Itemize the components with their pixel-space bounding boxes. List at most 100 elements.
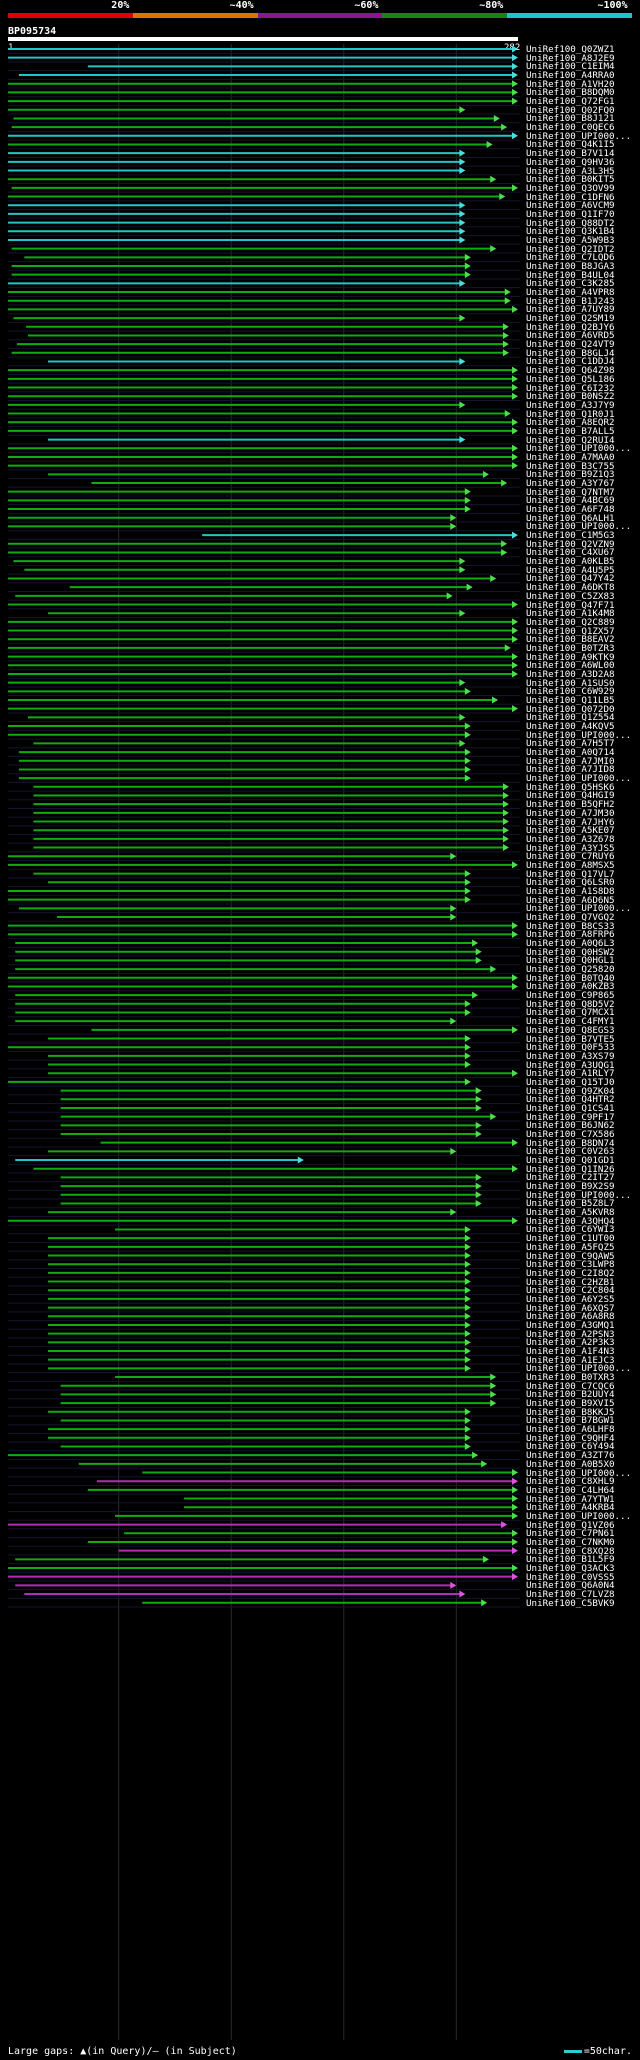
- hit-label[interactable]: UniRef100_UPI000...: [526, 1363, 632, 1375]
- hit-label[interactable]: UniRef100_C0QEC6: [526, 122, 615, 134]
- hit-label[interactable]: UniRef100_C1EIM4: [526, 61, 615, 73]
- hit-label[interactable]: UniRef100_A8MSX5: [526, 859, 615, 871]
- hit-label[interactable]: UniRef100_C1DDJ4: [526, 356, 615, 368]
- hit-label[interactable]: UniRef100_A1SUS0: [526, 677, 615, 689]
- hit-label[interactable]: UniRef100_A1F4N3: [526, 1346, 615, 1357]
- hit-label[interactable]: UniRef100_Q3OV99: [526, 182, 615, 194]
- hit-label[interactable]: UniRef100_A4VPR8: [526, 287, 615, 299]
- hit-label[interactable]: UniRef100_Q47Y42: [526, 573, 615, 585]
- hit-label[interactable]: UniRef100_Q2C889: [526, 616, 615, 628]
- hit-label[interactable]: UniRef100_A3QHQ4: [526, 1215, 615, 1227]
- hit-label[interactable]: UniRef100_UPI000...: [526, 1510, 632, 1522]
- hit-label[interactable]: UniRef100_C4XU67: [526, 547, 615, 559]
- hit-label[interactable]: UniRef100_A3J7Y9: [526, 399, 615, 411]
- hit-label[interactable]: UniRef100_UPI000...: [526, 903, 632, 915]
- hit-label[interactable]: UniRef100_Q2VZN9: [526, 538, 615, 550]
- hit-label[interactable]: UniRef100_C1UT00: [526, 1233, 615, 1245]
- hit-label[interactable]: UniRef100_Q1Z554: [526, 712, 615, 724]
- hit-label[interactable]: UniRef100_C9PF17: [526, 1111, 615, 1123]
- hit-label[interactable]: UniRef100_A5KVR8: [526, 1207, 615, 1219]
- hit-label[interactable]: UniRef100_A6XQS7: [526, 1302, 615, 1314]
- hit-label[interactable]: UniRef100_Q88DT2: [526, 217, 615, 229]
- hit-label[interactable]: UniRef100_A1S8D8: [526, 885, 615, 897]
- hit-label[interactable]: UniRef100_Q0ZWZ1: [526, 44, 615, 55]
- hit-label[interactable]: UniRef100_A3ZT76: [526, 1450, 615, 1462]
- hit-label[interactable]: UniRef100_Q4HTR2: [526, 1094, 615, 1106]
- hit-label[interactable]: UniRef100_Q5HSK6: [526, 781, 615, 793]
- hit-label[interactable]: UniRef100_C9P865: [526, 990, 615, 1002]
- hit-label[interactable]: UniRef100_B5QFH2: [526, 799, 615, 811]
- hit-label[interactable]: UniRef100_A6DKT8: [526, 582, 615, 594]
- hit-label[interactable]: UniRef100_Q9HV36: [526, 156, 615, 168]
- hit-label[interactable]: UniRef100_Q3K1B4: [526, 226, 615, 238]
- hit-label[interactable]: UniRef100_C7LQD6: [526, 252, 615, 264]
- hit-label[interactable]: UniRef100_C7LVZ8: [526, 1589, 615, 1601]
- hit-label[interactable]: UniRef100_C4LH64: [526, 1484, 615, 1496]
- hit-label[interactable]: UniRef100_B6JN62: [526, 1120, 615, 1132]
- hit-label[interactable]: UniRef100_A4RRA0: [526, 70, 615, 82]
- hit-label[interactable]: UniRef100_A3Y767: [526, 478, 615, 489]
- hit-label[interactable]: UniRef100_C6W929: [526, 686, 615, 698]
- hit-label[interactable]: UniRef100_Q9ZK04: [526, 1085, 615, 1097]
- hit-label[interactable]: UniRef100_A7YTW1: [526, 1493, 615, 1505]
- hit-label[interactable]: UniRef100_A6D6N5: [526, 894, 615, 906]
- hit-label[interactable]: UniRef100_Q8EGS3: [526, 1024, 615, 1036]
- hit-label[interactable]: UniRef100_B3C755: [526, 460, 615, 472]
- hit-label[interactable]: UniRef100_A3UQG1: [526, 1059, 615, 1071]
- hit-label[interactable]: UniRef100_A5KE07: [526, 825, 615, 837]
- hit-label[interactable]: UniRef100_UPI000...: [526, 1467, 632, 1479]
- hit-label[interactable]: UniRef100_B7V114: [526, 148, 615, 160]
- hit-label[interactable]: UniRef100_Q4K1I5: [526, 139, 615, 151]
- hit-label[interactable]: UniRef100_C7CQC6: [526, 1380, 615, 1392]
- hit-label[interactable]: UniRef100_Q7MCX1: [526, 1007, 615, 1019]
- hit-label[interactable]: UniRef100_A6VRD5: [526, 330, 615, 342]
- hit-label[interactable]: UniRef100_Q8D5V2: [526, 998, 615, 1010]
- hit-label[interactable]: UniRef100_A7JID8: [526, 764, 615, 776]
- hit-label[interactable]: UniRef100_Q4HGI9: [526, 790, 615, 802]
- hit-label[interactable]: UniRef100_C8XQ28: [526, 1545, 615, 1557]
- hit-label[interactable]: UniRef100_B1L5F9: [526, 1554, 615, 1566]
- hit-label[interactable]: UniRef100_UPI000...: [526, 1189, 632, 1201]
- hit-label[interactable]: UniRef100_B7VTE5: [526, 1033, 615, 1045]
- hit-label[interactable]: UniRef100_UPI000...: [526, 773, 632, 785]
- hit-label[interactable]: UniRef100_A7JMI0: [526, 755, 615, 767]
- hit-label[interactable]: UniRef100_B8DQM0: [526, 87, 615, 99]
- hit-label[interactable]: UniRef100_Q2SM19: [526, 313, 615, 325]
- hit-label[interactable]: UniRef100_A6Y2S5: [526, 1293, 615, 1305]
- hit-label[interactable]: UniRef100_A5W9B3: [526, 234, 615, 246]
- hit-label[interactable]: UniRef100_Q11LB5: [526, 695, 615, 706]
- hit-label[interactable]: UniRef100_Q1CS41: [526, 1102, 615, 1114]
- hit-label[interactable]: UniRef100_C7PN61: [526, 1528, 615, 1540]
- hit-label[interactable]: UniRef100_A6A8R8: [526, 1311, 615, 1323]
- hit-label[interactable]: UniRef100_A9KTK9: [526, 651, 615, 663]
- hit-label[interactable]: UniRef100_B9Z1Q3: [526, 469, 615, 481]
- hit-label[interactable]: UniRef100_Q1IF70: [526, 208, 615, 220]
- hit-label[interactable]: UniRef100_Q64Z98: [526, 365, 615, 377]
- hit-label[interactable]: UniRef100_C2HZB1: [526, 1276, 615, 1288]
- hit-label[interactable]: UniRef100_Q2BJY6: [526, 321, 615, 333]
- hit-label[interactable]: UniRef100_A7MAA0: [526, 451, 615, 463]
- hit-label[interactable]: UniRef100_Q5L186: [526, 373, 615, 385]
- hit-label[interactable]: UniRef100_A8J2E9: [526, 52, 615, 64]
- hit-label[interactable]: UniRef100_C3K285: [526, 278, 615, 290]
- hit-label[interactable]: UniRef100_A1VH20: [526, 78, 615, 90]
- hit-label[interactable]: UniRef100_C4FMY1: [526, 1016, 615, 1028]
- hit-label[interactable]: UniRef100_A1K4M8: [526, 608, 615, 620]
- hit-label[interactable]: UniRef100_UPI000...: [526, 521, 632, 533]
- hit-label[interactable]: UniRef100_C7NKM0: [526, 1536, 615, 1548]
- hit-label[interactable]: UniRef100_B8J121: [526, 113, 615, 125]
- hit-label[interactable]: UniRef100_A0Q6L3: [526, 938, 615, 950]
- hit-label[interactable]: UniRef100_UPI000...: [526, 729, 632, 741]
- hit-label[interactable]: UniRef100_A0B5X0: [526, 1458, 615, 1470]
- hit-label[interactable]: UniRef100_Q2RUI4: [526, 434, 615, 446]
- hit-label[interactable]: UniRef100_A0Q714: [526, 747, 615, 759]
- hit-label[interactable]: UniRef100_B0NSZ2: [526, 391, 615, 403]
- hit-label[interactable]: UniRef100_Q6ALH1: [526, 512, 615, 524]
- hit-label[interactable]: UniRef100_A6F748: [526, 504, 615, 516]
- hit-label[interactable]: UniRef100_C6YWI3: [526, 1224, 615, 1236]
- hit-label[interactable]: UniRef100_A6VCM9: [526, 200, 615, 212]
- hit-label[interactable]: UniRef100_UPI000...: [526, 130, 632, 142]
- hit-label[interactable]: UniRef100_B8JGA3: [526, 261, 615, 272]
- hit-label[interactable]: UniRef100_B1J243: [526, 295, 615, 307]
- hit-label[interactable]: UniRef100_C2C804: [526, 1285, 615, 1297]
